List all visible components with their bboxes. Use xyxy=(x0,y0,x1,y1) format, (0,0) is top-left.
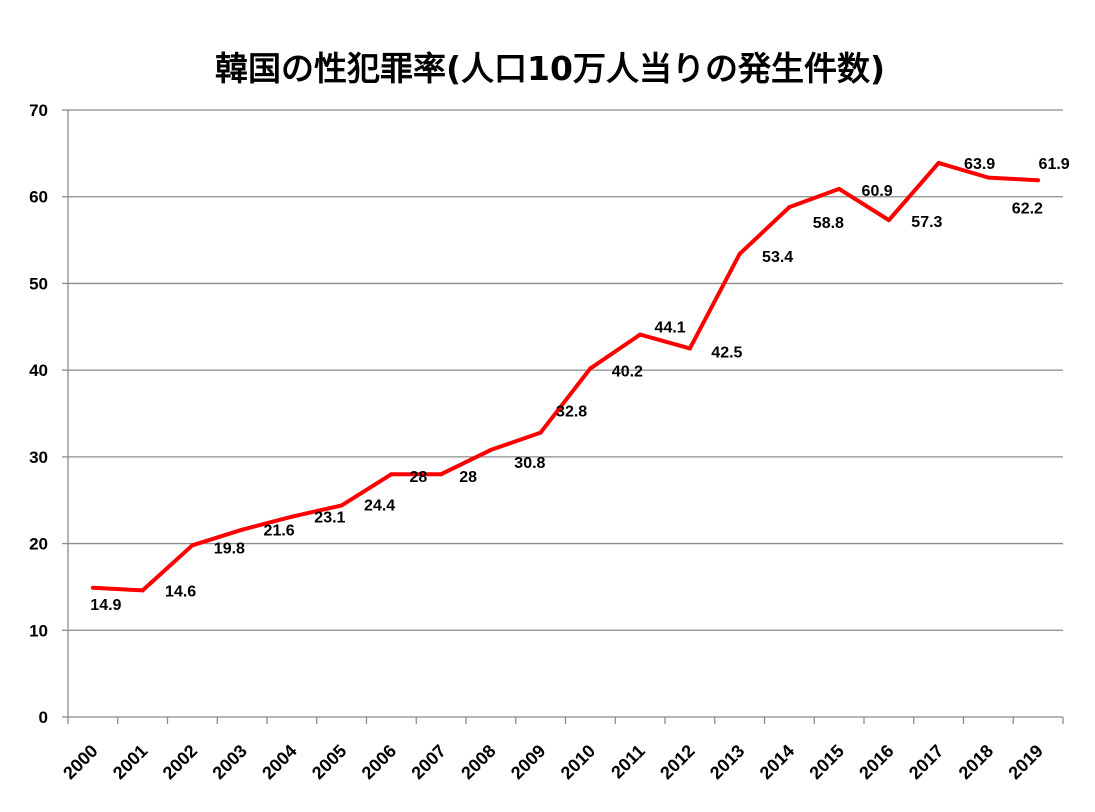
data-label: 58.8 xyxy=(813,215,844,232)
x-tick-label: 2008 xyxy=(457,741,499,783)
data-label: 53.4 xyxy=(762,249,793,266)
data-label: 28 xyxy=(459,469,477,486)
data-point xyxy=(737,251,742,256)
data-label: 57.3 xyxy=(911,214,942,231)
y-tick-label: 20 xyxy=(29,535,48,554)
y-tick-label: 60 xyxy=(29,188,48,207)
data-point xyxy=(488,447,493,452)
x-tick-label: 2012 xyxy=(656,741,698,783)
y-tick-label: 50 xyxy=(29,274,48,293)
data-label: 21.6 xyxy=(264,523,295,540)
data-label: 40.2 xyxy=(612,363,643,380)
data-label: 14.6 xyxy=(165,583,196,600)
data-point xyxy=(389,472,394,477)
x-tick-label: 2000 xyxy=(59,741,101,783)
x-axis: 2000 2001 2002 2003 2004 2005 2006 2007 2008 2009… xyxy=(59,716,1064,783)
series-line xyxy=(92,160,1039,593)
data-point xyxy=(1036,178,1041,183)
x-tick-label: 2014 xyxy=(756,741,798,783)
data-label: 14.9 xyxy=(90,597,121,614)
y-axis: 0 10 20 30 40 50 60 70 xyxy=(29,101,69,727)
x-tick-label: 2015 xyxy=(805,741,847,783)
data-point xyxy=(140,588,145,593)
data-point xyxy=(439,472,444,477)
gridlines xyxy=(68,109,1063,631)
y-tick-label: 70 xyxy=(29,101,48,120)
data-point xyxy=(787,205,792,210)
x-tick-label: 2018 xyxy=(955,741,997,783)
data-label: 60.9 xyxy=(862,183,893,200)
data-label: 19.8 xyxy=(214,540,245,557)
data-point xyxy=(886,218,891,223)
x-tick-label: 2003 xyxy=(208,741,250,783)
data-label: 23.1 xyxy=(314,510,345,527)
y-tick-label: 10 xyxy=(29,621,48,640)
x-tick-label: 2016 xyxy=(855,741,897,783)
y-tick-label: 40 xyxy=(29,361,48,380)
x-tick-label: 2002 xyxy=(159,741,201,783)
data-label: 32.8 xyxy=(556,404,587,421)
data-point xyxy=(986,175,991,180)
data-label: 24.4 xyxy=(364,497,395,514)
y-tick-label: 0 xyxy=(39,708,48,727)
data-label: 63.9 xyxy=(964,156,995,173)
data-point xyxy=(339,503,344,508)
x-tick-label: 2011 xyxy=(607,741,649,783)
x-tick-label: 2001 xyxy=(109,741,151,783)
x-tick-label: 2005 xyxy=(308,741,350,783)
x-tick-label: 2010 xyxy=(557,741,599,783)
x-tick-label: 2004 xyxy=(258,741,300,783)
series xyxy=(90,160,1041,593)
data-point xyxy=(240,527,245,532)
data-labels: 14.9 14.6 19.8 21.6 23.1 24.4 28 28 30.8 32.8 40.2… xyxy=(90,156,1069,614)
chart-title: 韓国の性犯罪率(人口10万人当りの発生件数) xyxy=(215,49,885,88)
data-point xyxy=(538,430,543,435)
data-label: 44.1 xyxy=(655,320,686,337)
data-label: 62.2 xyxy=(1012,201,1043,218)
data-label: 61.9 xyxy=(1039,156,1070,173)
x-tick-label: 2017 xyxy=(905,741,947,783)
data-point xyxy=(190,543,195,548)
data-point xyxy=(837,186,842,191)
x-tick-label: 2006 xyxy=(358,741,400,783)
data-label: 28 xyxy=(409,469,427,486)
x-tick-label: 2009 xyxy=(507,741,549,783)
data-label: 30.8 xyxy=(514,455,545,472)
y-tick-label: 30 xyxy=(29,448,48,467)
data-point xyxy=(289,514,294,519)
data-label: 42.5 xyxy=(711,344,742,361)
x-tick-label: 2013 xyxy=(706,741,748,783)
x-tick-label: 2019 xyxy=(1004,741,1046,783)
data-point xyxy=(687,346,692,351)
data-point xyxy=(90,585,95,590)
data-point xyxy=(638,332,643,337)
x-tick-label: 2007 xyxy=(407,741,449,783)
data-point xyxy=(588,366,593,371)
data-point xyxy=(936,160,941,165)
